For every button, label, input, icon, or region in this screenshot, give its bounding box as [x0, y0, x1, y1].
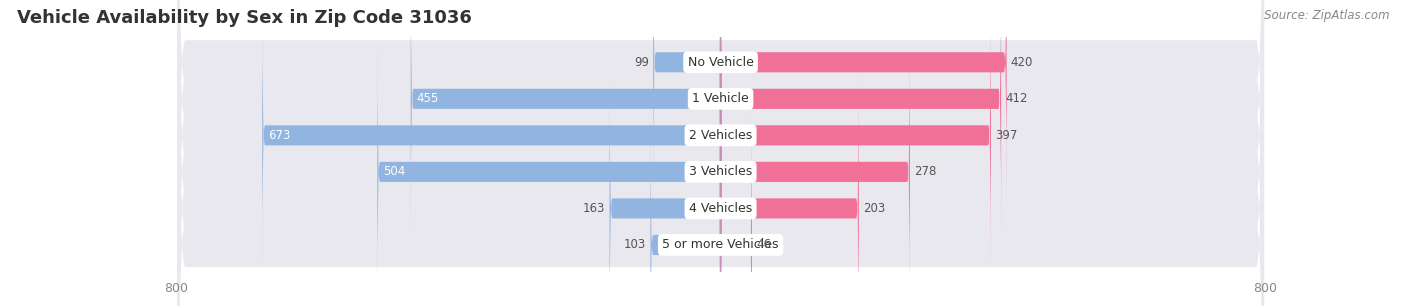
FancyBboxPatch shape [651, 109, 721, 306]
Text: 3 Vehicles: 3 Vehicles [689, 165, 752, 178]
Text: No Vehicle: No Vehicle [688, 56, 754, 69]
Text: 278: 278 [914, 165, 936, 178]
Text: 455: 455 [416, 92, 439, 105]
Text: 1 Vehicle: 1 Vehicle [692, 92, 749, 105]
FancyBboxPatch shape [263, 0, 721, 271]
FancyBboxPatch shape [177, 0, 1264, 306]
Text: 203: 203 [863, 202, 886, 215]
FancyBboxPatch shape [177, 0, 1264, 306]
FancyBboxPatch shape [654, 0, 721, 198]
Text: 163: 163 [583, 202, 606, 215]
Text: 420: 420 [1011, 56, 1033, 69]
Text: 673: 673 [267, 129, 290, 142]
Text: 103: 103 [624, 238, 647, 252]
Text: 504: 504 [382, 165, 405, 178]
Text: 397: 397 [995, 129, 1018, 142]
Text: 5 or more Vehicles: 5 or more Vehicles [662, 238, 779, 252]
FancyBboxPatch shape [610, 72, 721, 306]
FancyBboxPatch shape [177, 0, 1264, 306]
FancyBboxPatch shape [721, 36, 910, 306]
FancyBboxPatch shape [177, 0, 1264, 306]
FancyBboxPatch shape [721, 0, 1007, 198]
FancyBboxPatch shape [721, 0, 1001, 235]
Text: 4 Vehicles: 4 Vehicles [689, 202, 752, 215]
FancyBboxPatch shape [177, 0, 1264, 306]
Text: 46: 46 [756, 238, 770, 252]
Text: Vehicle Availability by Sex in Zip Code 31036: Vehicle Availability by Sex in Zip Code … [17, 9, 472, 27]
Text: Source: ZipAtlas.com: Source: ZipAtlas.com [1264, 9, 1389, 22]
FancyBboxPatch shape [721, 72, 859, 306]
FancyBboxPatch shape [377, 36, 721, 306]
Text: 99: 99 [634, 56, 650, 69]
Text: 2 Vehicles: 2 Vehicles [689, 129, 752, 142]
FancyBboxPatch shape [177, 0, 1264, 306]
FancyBboxPatch shape [721, 0, 991, 271]
FancyBboxPatch shape [721, 109, 752, 306]
Text: 412: 412 [1005, 92, 1028, 105]
FancyBboxPatch shape [411, 0, 721, 235]
